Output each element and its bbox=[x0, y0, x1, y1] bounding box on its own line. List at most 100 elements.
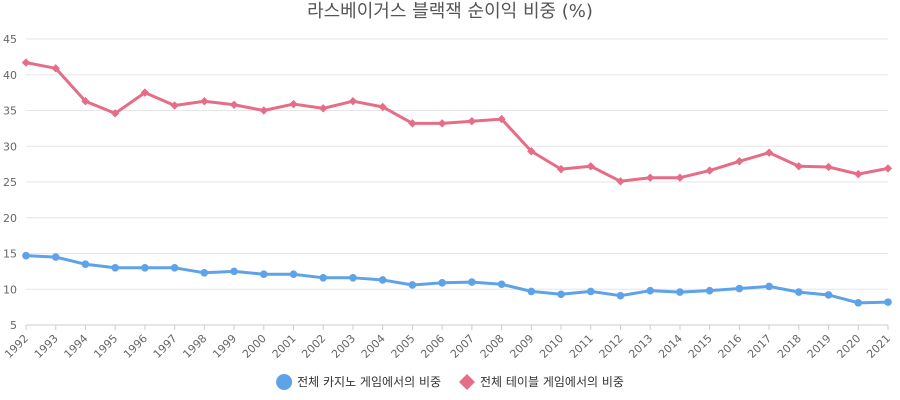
data-point-series-1 bbox=[230, 267, 238, 276]
data-point-series-2 bbox=[21, 58, 31, 67]
data-point-series-1 bbox=[378, 276, 387, 284]
data-point-series-2 bbox=[616, 177, 625, 186]
data-point-series-2 bbox=[437, 119, 447, 128]
data-point-series-1 bbox=[795, 288, 803, 296]
x-tick-label: 2019 bbox=[805, 332, 834, 361]
y-tick-label: 35 bbox=[3, 105, 17, 118]
legend-symbol-1 bbox=[276, 374, 293, 390]
x-tick-label: 2004 bbox=[359, 332, 388, 361]
data-point-series-1 bbox=[141, 264, 149, 272]
data-point-series-1 bbox=[497, 280, 506, 289]
data-point-series-2 bbox=[51, 64, 60, 73]
x-tick-label: 2017 bbox=[745, 332, 774, 361]
y-tick-label: 40 bbox=[3, 69, 17, 82]
data-point-series-2 bbox=[556, 164, 566, 174]
y-tick-label: 20 bbox=[3, 212, 17, 225]
x-tick-label: 2009 bbox=[507, 332, 536, 361]
data-point-series-2 bbox=[467, 117, 477, 126]
data-point-series-1 bbox=[51, 253, 60, 261]
data-point-series-1 bbox=[884, 298, 892, 306]
series-line-2 bbox=[24, 61, 890, 183]
data-point-series-2 bbox=[497, 114, 506, 124]
data-point-series-1 bbox=[705, 286, 714, 295]
x-tick-label: 1999 bbox=[210, 332, 239, 361]
data-point-series-2 bbox=[527, 147, 536, 156]
x-tick-label: 2007 bbox=[448, 332, 477, 361]
data-point-series-1 bbox=[170, 264, 179, 272]
y-tick-label: 45 bbox=[3, 33, 17, 46]
x-tick-label: 2014 bbox=[656, 332, 685, 361]
data-point-series-1 bbox=[408, 281, 417, 289]
x-tick-label: 2006 bbox=[418, 332, 447, 361]
data-point-series-2 bbox=[378, 102, 387, 112]
data-point-series-1 bbox=[616, 291, 625, 300]
x-tick-label: 1993 bbox=[32, 332, 61, 361]
data-point-series-2 bbox=[646, 173, 655, 182]
data-point-series-2 bbox=[854, 169, 863, 179]
data-point-series-1 bbox=[586, 287, 595, 296]
x-tick-label: 1998 bbox=[180, 332, 209, 361]
data-point-series-2 bbox=[764, 148, 774, 157]
y-tick-label: 5 bbox=[10, 319, 17, 332]
data-point-series-1 bbox=[824, 291, 833, 299]
data-point-series-2 bbox=[81, 97, 90, 106]
data-point-series-2 bbox=[289, 99, 298, 109]
x-tick-label: 2011 bbox=[567, 332, 596, 361]
data-point-series-2 bbox=[200, 97, 209, 106]
y-tick-label: 10 bbox=[3, 283, 17, 296]
x-tick-label: 2020 bbox=[834, 332, 863, 361]
legend-label-2: 전체 테이블 게임에서의 비중 bbox=[480, 375, 624, 389]
data-point-series-2 bbox=[170, 101, 179, 110]
y-tick-label: 25 bbox=[3, 176, 17, 189]
data-point-series-1 bbox=[259, 270, 268, 279]
x-tick-label: 2015 bbox=[686, 332, 715, 361]
x-tick-label: 1996 bbox=[121, 332, 150, 361]
legend[interactable]: 전체 카지노 게임에서의 비중 전체 테이블 게임에서의 비중 bbox=[276, 374, 624, 390]
data-point-series-1 bbox=[765, 282, 773, 291]
legend-symbol-2 bbox=[459, 374, 475, 390]
data-point-series-1 bbox=[319, 274, 328, 282]
x-tick-label: 2001 bbox=[270, 332, 299, 361]
x-tick-label: 2016 bbox=[716, 332, 745, 361]
legend-item-1[interactable]: 전체 카지노 게임에서의 비중 bbox=[276, 374, 441, 390]
data-point-series-1 bbox=[81, 260, 90, 269]
data-point-series-2 bbox=[794, 162, 804, 171]
data-point-series-1 bbox=[289, 270, 298, 279]
chart-title: 라스베이거스 블랙잭 순이익 비중 (%) bbox=[307, 1, 593, 22]
data-point-series-1 bbox=[676, 288, 684, 296]
y-tick-label: 30 bbox=[3, 140, 17, 153]
data-point-series-1 bbox=[349, 274, 357, 282]
data-point-series-1 bbox=[557, 290, 565, 299]
x-tick-label: 2021 bbox=[864, 332, 893, 361]
series-line-1 bbox=[24, 254, 890, 305]
x-tick-label: 1997 bbox=[151, 332, 180, 361]
data-point-series-2 bbox=[824, 162, 833, 172]
data-point-series-1 bbox=[111, 264, 119, 272]
x-tick-label: 2000 bbox=[240, 332, 269, 361]
data-point-series-1 bbox=[200, 269, 209, 277]
data-point-series-2 bbox=[110, 109, 120, 118]
data-point-series-1 bbox=[438, 279, 446, 287]
data-point-series-1 bbox=[527, 287, 536, 296]
x-tick-label: 1992 bbox=[2, 332, 31, 361]
data-point-series-2 bbox=[259, 106, 268, 115]
data-point-series-2 bbox=[348, 97, 358, 106]
data-point-series-2 bbox=[586, 162, 595, 171]
data-point-series-1 bbox=[468, 278, 476, 286]
x-tick-label: 2003 bbox=[329, 332, 358, 361]
data-point-series-2 bbox=[319, 104, 328, 113]
data-point-series-2 bbox=[408, 119, 417, 128]
x-tick-label: 2013 bbox=[626, 332, 655, 361]
x-tick-label: 1995 bbox=[91, 332, 120, 361]
data-point-series-1 bbox=[735, 284, 744, 293]
x-tick-label: 1994 bbox=[62, 332, 91, 361]
data-point-series-1 bbox=[22, 251, 30, 260]
data-point-series-2 bbox=[735, 157, 744, 166]
data-point-series-2 bbox=[675, 173, 685, 182]
x-tick-label: 2002 bbox=[299, 332, 328, 361]
data-point-series-1 bbox=[854, 299, 863, 307]
y-tick-label: 15 bbox=[3, 248, 17, 261]
legend-item-2[interactable]: 전체 테이블 게임에서의 비중 bbox=[459, 374, 624, 390]
